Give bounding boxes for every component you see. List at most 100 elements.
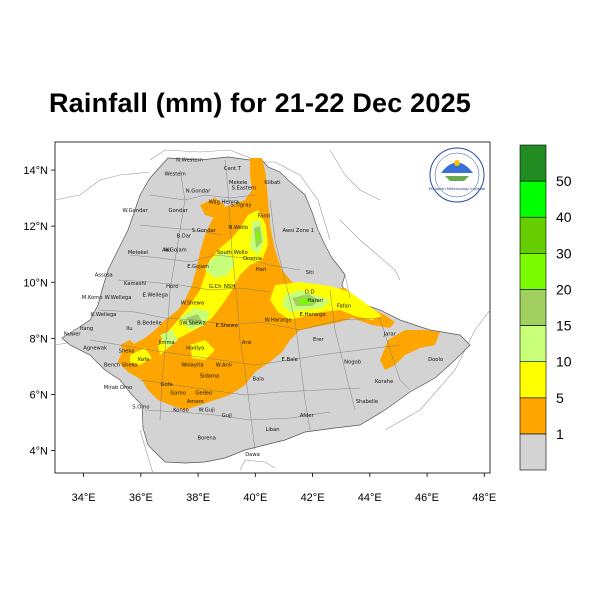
lat-tick-label: 10°N	[23, 277, 48, 289]
region-label: N.Wello	[228, 225, 248, 231]
region-label: Borena	[197, 435, 215, 441]
region-label: E.Bale	[282, 357, 298, 363]
region-label: W.Shewa	[181, 301, 204, 307]
rain-bin-1	[118, 158, 440, 410]
region-label: Mirab Omo	[104, 385, 132, 391]
region-label: Afder	[300, 413, 315, 419]
region-label: S.Eastern	[232, 186, 257, 192]
lon-tick-label: 40°E	[243, 492, 267, 504]
region-label: W.Guji	[199, 407, 215, 413]
region-label: Horo	[166, 284, 178, 290]
colorbar-swatch	[519, 325, 547, 363]
region-label: Sidama	[200, 374, 219, 380]
region-label: W.Wellega	[105, 295, 132, 301]
colorbar-label: 20	[556, 281, 572, 297]
region-label: Arsi	[242, 340, 252, 346]
region-label: Korahe	[375, 379, 393, 385]
region-label: Jimma	[157, 340, 174, 346]
region-label: W.Gondar	[122, 208, 148, 214]
colorbar-swatch	[519, 361, 547, 399]
region-label: G.Ch	[209, 284, 222, 290]
region-label: Kefa	[138, 357, 149, 363]
region-label: Ilu	[126, 326, 132, 332]
region-label: Awsi Zone 1	[283, 228, 315, 234]
region-label: Assosa	[95, 273, 113, 279]
colorbar-swatch	[519, 180, 547, 218]
region-label: Awi	[162, 247, 171, 253]
colorbar-label: 50	[556, 173, 572, 189]
region-label: Nogob	[344, 360, 362, 366]
colorbar-label: 1	[556, 426, 564, 442]
lon-tick-label: 44°E	[358, 492, 382, 504]
region-label: E.Shewa	[216, 323, 238, 329]
latitude-ticks: 14°N 12°N 10°N 8°N 6°N 4°N	[23, 165, 55, 458]
neighbor-borders	[55, 149, 490, 473]
region-label: W.Gojam	[164, 247, 187, 253]
region-label: Metekel	[128, 250, 148, 256]
colorbar-label: 15	[556, 318, 572, 334]
region-label: Amaro	[187, 399, 204, 405]
region-label: Gondar	[169, 208, 189, 214]
lon-tick-label: 46°E	[415, 492, 439, 504]
lon-tick-label: 38°E	[186, 492, 210, 504]
region-label: Harari	[307, 298, 323, 304]
region-label: Jarar	[383, 332, 397, 338]
region-label: Shabelle	[356, 399, 378, 405]
region-label: Gofa	[160, 382, 172, 388]
region-label: N.Gondar	[186, 189, 211, 195]
region-label: NSH	[224, 284, 235, 290]
lon-tick-label: 36°E	[129, 492, 153, 504]
region-label: Sheka	[119, 348, 135, 354]
region-label: Cent.T	[224, 166, 242, 172]
region-label: Bench Sheko	[104, 362, 138, 368]
region-label: B.Bedelle	[137, 320, 162, 326]
region-label: Mekele	[229, 180, 247, 186]
colorbar-label: 40	[556, 209, 572, 225]
lat-tick-label: 8°N	[30, 333, 49, 345]
region-label: South Wollo	[217, 250, 248, 256]
colorbar-swatch	[519, 289, 547, 326]
region-label: Dawa	[245, 452, 260, 458]
region-label: Hari	[256, 267, 267, 273]
region-label: Guji	[222, 413, 232, 419]
region-label: W.Arsi	[216, 362, 232, 368]
region-label: Wag Hemra	[209, 200, 239, 206]
region-label: Agnewak	[83, 346, 107, 352]
lat-tick-label: 12°N	[23, 221, 48, 233]
region-label: E.Gojam	[187, 264, 209, 270]
colorbar-label: 10	[556, 354, 572, 370]
colorbar-swatch	[519, 253, 547, 290]
region-label: Bala	[253, 376, 264, 382]
region-label: E.Wellega	[142, 292, 168, 298]
region-label: N.Western	[176, 158, 203, 164]
region-label: Kilbati	[264, 180, 280, 186]
region-label: Gamo	[170, 391, 185, 397]
region-label: Siti	[306, 270, 314, 276]
lon-tick-label: 34°E	[72, 492, 96, 504]
region-label: Nuwer	[64, 332, 82, 338]
lat-tick-label: 6°N	[30, 389, 49, 401]
admin-borders	[89, 159, 411, 451]
region-label: Kamashi	[124, 281, 146, 287]
map-title: Rainfall (mm) for 21-22 Dec 2025	[48, 88, 472, 118]
ema-logo: Ethiopian Meteorology Institute	[429, 147, 486, 203]
colorbar-swatch	[519, 216, 547, 254]
region-label: K.Wellega	[91, 312, 117, 318]
lon-tick-label: 48°E	[472, 492, 496, 504]
colorbar-swatch	[519, 144, 547, 182]
longitude-ticks: 34°E 36°E 38°E 40°E 42°E 44°E 46°E 48°E	[72, 473, 496, 504]
colorbar-swatch	[519, 397, 547, 435]
region-label: M.Komo	[82, 295, 103, 301]
region-label: D.D	[305, 290, 315, 296]
region-label: SW.Shewa	[179, 320, 206, 326]
region-label: Gedeo	[195, 391, 212, 397]
colorbar-label: 30	[556, 245, 572, 261]
lat-tick-label: 4°N	[30, 446, 49, 458]
svg-text:Ethiopian Meteorology Institut: Ethiopian Meteorology Institute	[429, 187, 486, 191]
region-label: Fanti	[258, 214, 270, 220]
lon-tick-label: 42°E	[301, 492, 325, 504]
region-label: Oromia	[243, 256, 262, 262]
